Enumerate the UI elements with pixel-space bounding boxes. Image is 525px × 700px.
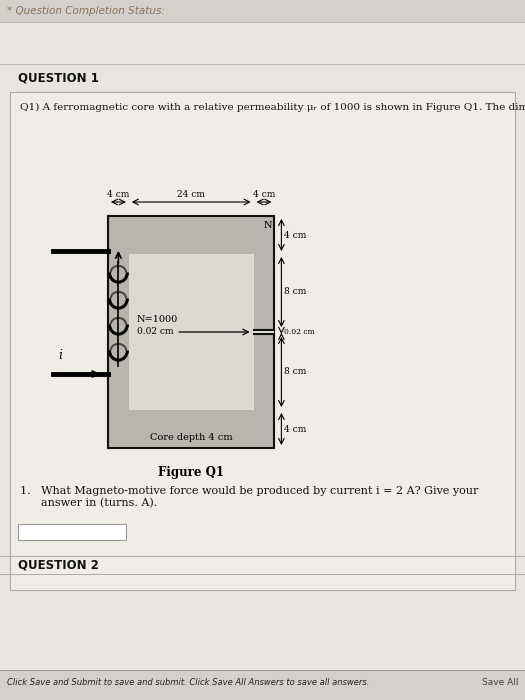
Text: 8 cm: 8 cm [285,288,307,297]
Text: QUESTION 2: QUESTION 2 [18,559,99,571]
Text: N: N [264,221,272,230]
Text: Save All: Save All [481,678,518,687]
Bar [18,524,126,540]
Bar [0,0,525,22]
Text: 24 cm: 24 cm [177,190,205,199]
Text: * Question Completion Status:: * Question Completion Status: [7,6,165,16]
Text: Click Save and Submit to save and submit. Click Save All Answers to save all ans: Click Save and Submit to save and submit… [7,678,370,687]
Bar [108,216,275,448]
Text: Q1) A ferromagnetic core with a relative permeability μᵣ of 1000 is shown in Fig: Q1) A ferromagnetic core with a relative… [20,103,525,112]
Text: 4 cm: 4 cm [285,230,307,239]
Bar [0,670,525,700]
Bar [0,64,525,92]
Bar [129,254,254,410]
Text: Figure Q1: Figure Q1 [158,466,224,479]
Text: i: i [58,349,62,362]
Text: 4 cm: 4 cm [253,190,275,199]
Bar [0,22,525,64]
Text: QUESTION 1: QUESTION 1 [18,71,99,85]
Bar [10,92,515,590]
Text: 0.02 cm: 0.02 cm [285,328,315,336]
Text: 1.   What Magneto-motive force would be produced by current i = 2 A? Give your
 : 1. What Magneto-motive force would be pr… [20,486,478,508]
Text: 4 cm: 4 cm [107,190,130,199]
Text: N=1000: N=1000 [137,315,178,324]
Bar [254,330,275,334]
Text: Core depth 4 cm: Core depth 4 cm [150,433,233,442]
Text: 4 cm: 4 cm [285,424,307,433]
Text: 8 cm: 8 cm [285,368,307,377]
Text: 0.02 cm: 0.02 cm [136,326,173,335]
